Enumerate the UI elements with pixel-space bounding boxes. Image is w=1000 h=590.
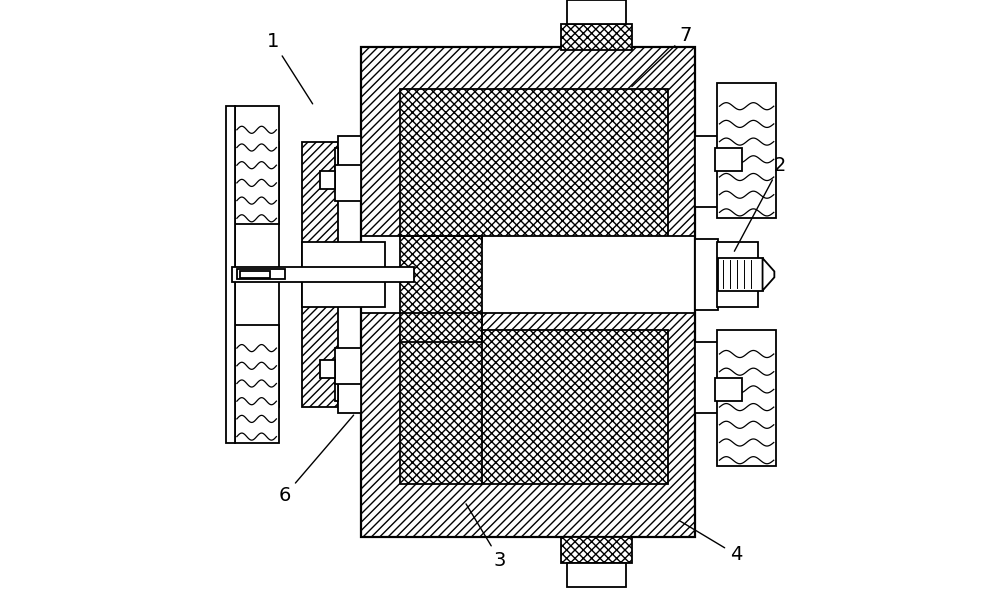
Bar [235,106,279,224]
Bar [400,236,482,342]
Bar [320,360,335,378]
Bar [715,378,742,401]
Text: 6: 6 [278,415,354,505]
Bar [235,324,279,442]
Bar [717,83,776,218]
Bar [240,271,270,278]
Bar [302,142,338,407]
Bar [561,537,632,563]
Bar [718,258,763,291]
Bar [237,269,285,280]
Bar [717,242,758,307]
Bar [717,330,776,466]
Bar [335,348,361,384]
Bar [361,236,695,313]
Bar [335,148,338,171]
Bar [715,148,742,171]
Bar [400,330,668,484]
Text: 4: 4 [679,520,742,564]
Bar [338,136,361,183]
Bar [338,366,361,413]
Bar [226,106,235,442]
Bar [695,342,718,413]
Bar [320,171,335,189]
Bar [335,378,338,401]
Bar [232,267,414,282]
Text: 1: 1 [267,32,313,104]
Text: 7: 7 [632,26,692,87]
Bar [361,47,695,537]
Bar [695,239,718,310]
Bar [567,563,626,587]
Bar [302,242,385,307]
Text: 3: 3 [466,504,506,570]
Bar [361,47,695,537]
Polygon shape [763,258,774,291]
Bar [235,142,279,407]
Text: 2: 2 [734,156,786,251]
Bar [567,0,626,24]
Bar [695,136,718,206]
Bar [335,165,361,201]
Bar [400,88,668,242]
Bar [561,24,632,50]
